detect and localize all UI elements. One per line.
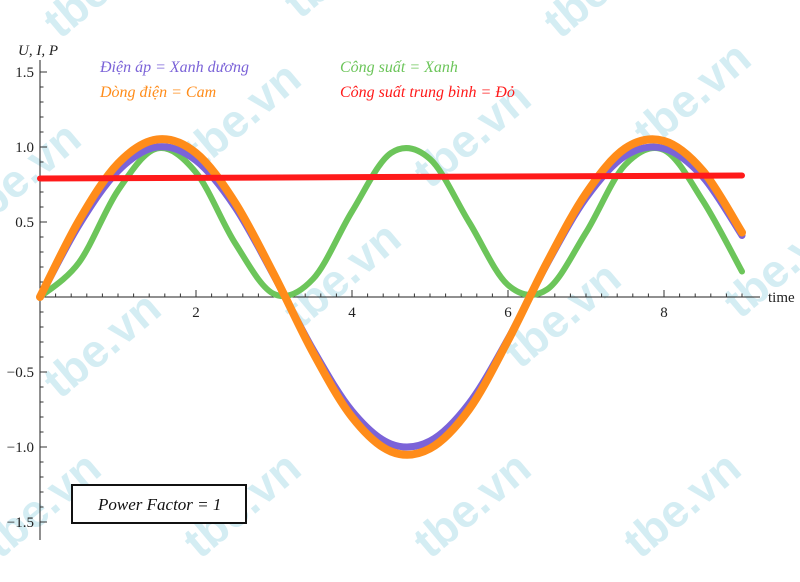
legend-entry-power: Công suất = Xanh	[340, 59, 458, 76]
axes: 2 4 6 8 1.5 1.0 0.5 −0.5 −1.0 −1.5 U, I, P time	[7, 43, 795, 540]
series-layer	[36, 135, 746, 459]
watermark-text: tbe.vn	[33, 281, 170, 408]
watermark-text: tbe.vn	[403, 441, 540, 568]
y-tick-label: −1.0	[7, 440, 34, 456]
y-minor-ticks	[40, 71, 47, 523]
legend-entry-voltage: Điện áp = Xanh dương	[99, 59, 249, 76]
x-tick-label: 4	[348, 305, 356, 321]
y-tick-label: −0.5	[7, 365, 34, 381]
x-tick-label: 2	[192, 305, 200, 321]
legend-entry-average-power: Công suất trung bình = Đỏ	[340, 84, 515, 101]
y-tick-label: 1.0	[15, 140, 34, 156]
x-tick-label: 6	[504, 305, 512, 321]
watermark-text: tbe.vn	[33, 0, 170, 48]
legend-entry-current: Dòng điện = Cam	[99, 84, 216, 101]
x-tick-labels: 2 4 6 8	[192, 305, 668, 321]
x-tick-label: 8	[660, 305, 668, 321]
current-line	[36, 135, 746, 459]
watermark-text: tbe.vn	[613, 441, 750, 568]
power-line	[37, 144, 745, 300]
power-factor-label: Power Factor = 1	[97, 495, 221, 514]
power-factor-border	[71, 484, 247, 524]
voltage-line	[36, 143, 746, 451]
x-axis-label: time	[768, 290, 795, 306]
watermark-text: tbe.vn	[273, 0, 410, 28]
y-tick-label: 1.5	[15, 65, 34, 81]
power-factor-box: Power Factor = 1	[71, 484, 247, 524]
x-minor-ticks	[55, 290, 743, 297]
watermark-text: tbe.vn	[533, 0, 670, 48]
average-power-line	[37, 172, 745, 182]
watermark-text: tbe.vn	[713, 201, 800, 328]
y-tick-labels: 1.5 1.0 0.5 −0.5 −1.0 −1.5	[7, 65, 34, 531]
legend: Điện áp = Xanh dương Dòng điện = Cam Côn…	[99, 59, 515, 101]
y-axis-label: U, I, P	[18, 43, 58, 59]
y-tick-label: 0.5	[15, 215, 34, 231]
y-tick-label: −1.5	[7, 515, 34, 531]
